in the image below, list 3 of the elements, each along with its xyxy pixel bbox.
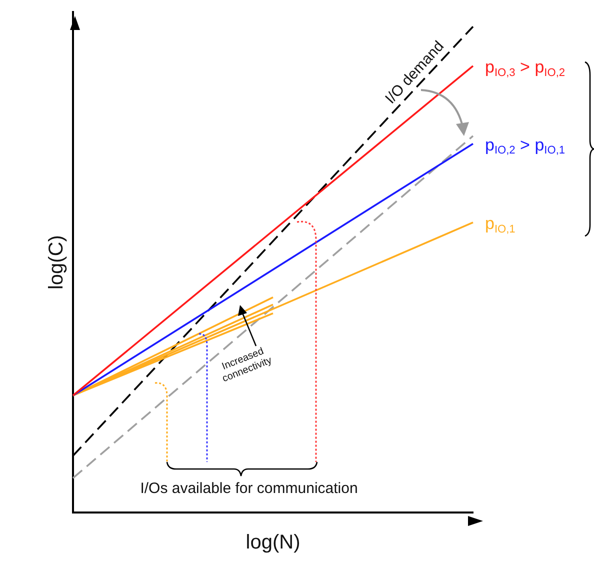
annotation: I/Os available for communication — [140, 480, 358, 497]
x-axis-title: log(N) — [246, 532, 300, 554]
y-axis-title: log(C) — [46, 235, 68, 290]
